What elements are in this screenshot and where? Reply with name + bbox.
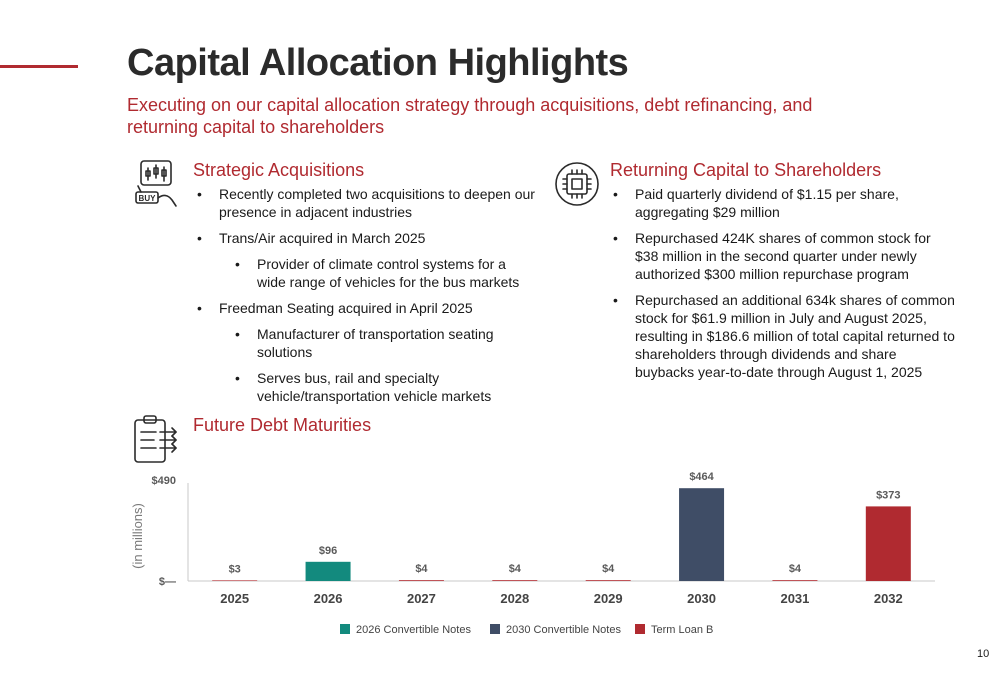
legend-swatch — [635, 624, 645, 634]
returning-capital-bullet: Repurchased 424K shares of common stock … — [611, 229, 956, 283]
data-label: $4 — [789, 563, 802, 575]
page-subtitle: Executing on our capital allocation stra… — [127, 95, 813, 137]
buy-chart-icon: BUY — [132, 158, 180, 210]
acquisitions-bullet: Manufacturer of transportation seating s… — [195, 325, 535, 361]
acquisitions-bullet-list: Recently completed two acquisitions to d… — [195, 185, 535, 413]
data-label: $373 — [876, 489, 900, 501]
returning-capital-bullet: Repurchased an additional 634k shares of… — [611, 291, 956, 381]
bar-2025 — [212, 580, 258, 581]
y-tick-label: $— — [159, 576, 176, 588]
bar-2028 — [492, 580, 538, 581]
legend-swatch — [340, 624, 350, 634]
debt-maturities-chart: $— $490 (in millions) $3 2025 $96 2026 $4 2027 $4… — [125, 466, 945, 656]
legend-swatch — [490, 624, 500, 634]
legend-label: 2030 Convertible Notes — [506, 624, 621, 636]
x-tick-label: 2032 — [874, 591, 903, 606]
x-tick-label: 2025 — [220, 591, 249, 606]
x-tick-label: 2030 — [687, 591, 716, 606]
chip-icon — [553, 158, 601, 210]
bar-2027 — [398, 580, 444, 581]
data-label: $4 — [415, 563, 428, 575]
y-tick-label: $490 — [152, 475, 176, 487]
strategic-acquisitions-heading: Strategic Acquisitions — [193, 160, 365, 180]
bar-2026 — [305, 561, 351, 581]
x-tick-label: 2028 — [500, 591, 529, 606]
bar-2031 — [772, 580, 818, 581]
acquisitions-bullet: Trans/Air acquired in March 2025 — [195, 229, 535, 247]
bar-2032 — [865, 506, 911, 581]
acquisitions-bullet: Freedman Seating acquired in April 2025 — [195, 299, 535, 317]
acquisitions-bullet: Recently completed two acquisitions to d… — [195, 185, 535, 221]
returning-capital-bullet-list: Paid quarterly dividend of $1.15 per sha… — [611, 185, 956, 389]
title-accent-line — [0, 65, 78, 68]
bar-2030 — [679, 488, 725, 581]
legend-label: Term Loan B — [651, 624, 713, 636]
data-label: $4 — [509, 563, 522, 575]
data-label: $464 — [689, 471, 714, 483]
page-title: Capital Allocation Highlights — [127, 42, 629, 84]
clipboard-arrows-icon — [132, 414, 180, 466]
acquisitions-bullet: Serves bus, rail and specialty vehicle/t… — [195, 369, 535, 405]
bar-2029 — [585, 580, 631, 581]
legend-label: 2026 Convertible Notes — [356, 624, 471, 636]
page-number: 10 — [977, 648, 990, 660]
y-axis-label: (in millions) — [130, 503, 145, 569]
buy-icon-text: BUY — [139, 194, 157, 203]
x-tick-label: 2027 — [407, 591, 436, 606]
returning-capital-bullet: Paid quarterly dividend of $1.15 per sha… — [611, 185, 956, 221]
x-tick-label: 2029 — [594, 591, 623, 606]
data-label: $4 — [602, 563, 615, 575]
future-debt-maturities-heading: Future Debt Maturities — [193, 415, 372, 435]
x-tick-label: 2026 — [314, 591, 343, 606]
returning-capital-heading: Returning Capital to Shareholders — [610, 160, 882, 180]
data-label: $96 — [319, 545, 337, 557]
acquisitions-bullet: Provider of climate control systems for … — [195, 255, 535, 291]
data-label: $3 — [229, 563, 241, 575]
x-tick-label: 2031 — [780, 591, 809, 606]
